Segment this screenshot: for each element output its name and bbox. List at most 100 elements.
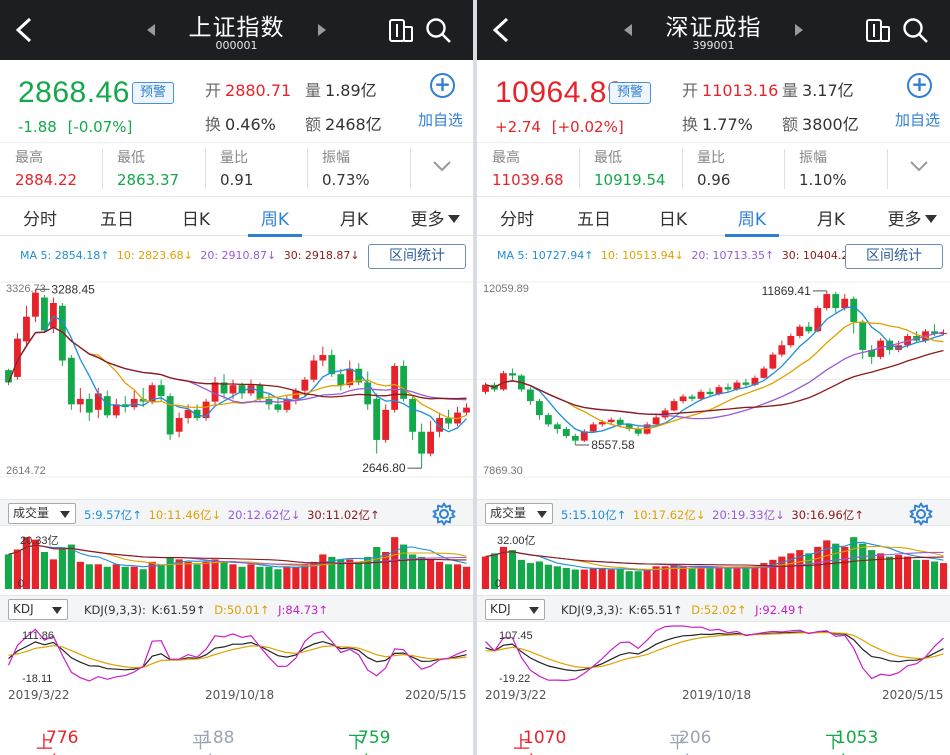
candle (670, 398, 678, 412)
add-watchlist-icon[interactable]: + (430, 73, 455, 98)
volume-bar (751, 566, 759, 589)
tab-daily-k[interactable]: 日K (658, 210, 688, 230)
kdj-j: J:84.73↑ (278, 603, 328, 617)
next-index-icon[interactable] (795, 24, 803, 36)
volume-bar (544, 564, 552, 589)
kdj-chart[interactable]: 111.86 -18.11 (0, 622, 473, 688)
back-arrow-icon[interactable] (491, 17, 511, 43)
tab-intraday[interactable]: 分时 (500, 210, 534, 230)
search-icon[interactable] (902, 17, 930, 45)
next-index-icon[interactable] (318, 24, 326, 36)
candle (796, 324, 804, 339)
amount-value: 2468亿 (325, 115, 382, 134)
stat-label: 最高 (15, 150, 43, 166)
add-watchlist-label[interactable]: 加自选 (418, 111, 464, 129)
volume-chart[interactable]: 20.33亿 0 (0, 527, 473, 595)
tab-monthly-k[interactable]: 月K (339, 210, 369, 230)
price-alert-button[interactable]: 预警 (609, 82, 651, 104)
volume-value: 3.17亿 (802, 81, 854, 100)
volume-bar (490, 553, 499, 589)
candle (571, 433, 579, 445)
indicator-select-volume[interactable]: 成交量 (485, 503, 553, 524)
indicator-select-volume[interactable]: 成交量 (8, 503, 76, 524)
range-stats-button[interactable]: 区间统计 (845, 244, 943, 269)
tab-weekly-k[interactable]: 周K (260, 210, 290, 230)
tab-daily-k[interactable]: 日K (181, 210, 211, 230)
volume-field: 量 3.17亿 (782, 77, 854, 101)
ma30-value: 30: 10404.28↑ (781, 249, 865, 262)
stat-low: 最低 2863.37 (117, 147, 179, 189)
date-mid: 2019/10/18 (205, 688, 275, 702)
volume-bar (580, 569, 588, 589)
add-watchlist-icon[interactable]: + (907, 73, 932, 98)
volume-bar (607, 569, 615, 589)
divider (307, 149, 308, 189)
volume-bar (175, 559, 183, 589)
change-value: -1.88 (18, 118, 57, 136)
breadth-flat-label: 平盘 (669, 733, 686, 753)
prev-index-icon[interactable] (147, 24, 155, 36)
stat-label: 最低 (594, 150, 622, 166)
tab-five-day[interactable]: 五日 (577, 210, 611, 230)
candle (41, 294, 48, 334)
tab-more[interactable]: 更多 (404, 205, 466, 230)
candle (175, 412, 183, 438)
stat-volume-ratio: 量比 0.91 (220, 147, 253, 189)
tab-more[interactable]: 更多 (881, 205, 943, 230)
candle (445, 409, 452, 429)
candle (814, 305, 822, 333)
search-icon[interactable] (425, 17, 453, 45)
compare-icon[interactable] (388, 18, 414, 44)
range-stats-button[interactable]: 区间统计 (368, 244, 466, 269)
turnover-field: 换 0.46% (205, 111, 276, 135)
candle (778, 340, 786, 357)
stat-value: 0.96 (697, 171, 731, 189)
kdj-bottom-label: -19.22 (499, 673, 530, 685)
volume-bar (787, 553, 795, 589)
ma30-value: 30: 2918.87↓ (283, 249, 360, 262)
vol-ma10: 10:17.62亿↓ (632, 508, 706, 522)
tab-five-day[interactable]: 五日 (100, 210, 134, 230)
indicator-select-kdj[interactable]: KDJ (8, 599, 68, 620)
back-arrow-icon[interactable] (14, 17, 34, 43)
gear-icon[interactable] (432, 502, 456, 526)
kline-chart[interactable]: 12059.89 7869.30 11869.41 8557.58 (477, 272, 950, 497)
stat-value: 1.10% (799, 171, 847, 189)
indicator-select-label: 成交量 (490, 506, 527, 520)
max-annotation: 11869.41 (762, 284, 811, 298)
candle (787, 333, 795, 348)
add-watchlist-label[interactable]: 加自选 (895, 111, 941, 129)
volume-bar (634, 571, 642, 589)
tab-monthly-k[interactable]: 月K (816, 210, 846, 230)
indicator-select-kdj[interactable]: KDJ (485, 599, 545, 620)
price-alert-button[interactable]: 预警 (132, 82, 174, 104)
ma10-value: 10: 2823.68↓ (116, 249, 193, 262)
kline-chart[interactable]: 3326.73 2614.72 3288.45 2646.80 (0, 272, 473, 497)
compare-icon[interactable] (865, 18, 891, 44)
volume-bar (85, 564, 93, 589)
candle (688, 394, 696, 402)
volume-bar (400, 544, 408, 589)
volume-bar (94, 564, 102, 589)
caret-down-icon (537, 511, 547, 518)
period-tabs: 分时 五日 日K 周K 月K 更多 (0, 196, 473, 237)
volume-bar (49, 559, 57, 589)
chevron-down-icon[interactable] (909, 159, 929, 173)
volume-bar (526, 563, 534, 589)
volume-bar (444, 564, 453, 589)
vol-ma10: 10:11.46亿↓ (148, 508, 222, 522)
breadth-up-label: 上涨 (513, 733, 530, 753)
chevron-down-icon[interactable] (432, 159, 452, 173)
volume-bar (921, 559, 930, 589)
gear-icon[interactable] (909, 502, 933, 526)
volume-chart[interactable]: 32.00亿 0 (477, 527, 950, 595)
candle (418, 423, 426, 469)
tab-weekly-k[interactable]: 周K (737, 210, 767, 230)
index-title: 上证指数 (188, 15, 285, 41)
candle (509, 368, 516, 381)
volume-bar (418, 556, 426, 589)
volume-bar (508, 550, 517, 589)
kdj-chart[interactable]: 107.45 -19.22 (477, 622, 950, 688)
prev-index-icon[interactable] (624, 24, 632, 36)
tab-intraday[interactable]: 分时 (23, 210, 57, 230)
